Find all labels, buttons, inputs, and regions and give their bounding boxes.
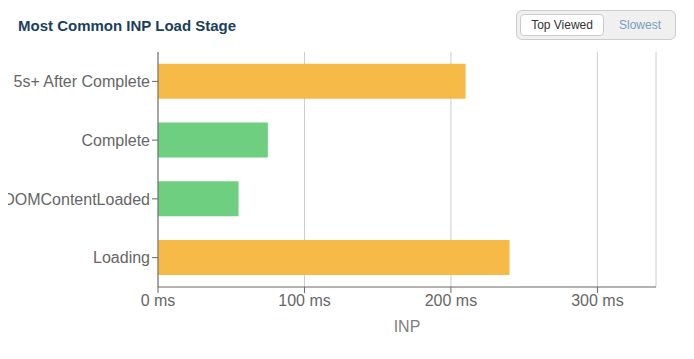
svg-text:0 ms: 0 ms — [141, 292, 176, 309]
svg-text:Complete: Complete — [82, 132, 151, 149]
svg-text:200 ms: 200 ms — [425, 292, 477, 309]
html-text:Most Common INP Load Stage: Most Common INP Load Stage — [18, 16, 237, 34]
svg-text:300 ms: 300 ms — [571, 292, 623, 309]
svg-text:INP: INP — [394, 318, 421, 335]
svg-text:100 ms: 100 ms — [278, 292, 330, 309]
svg-text:Loading: Loading — [93, 249, 150, 266]
svg-text:5s+ After Complete: 5s+ After Complete — [13, 73, 150, 90]
svg-text:DOMContentLoaded: DOMContentLoaded — [8, 191, 150, 208]
html-text:Slowest: Slowest — [619, 18, 661, 32]
html-text:Top Viewed: Top Viewed — [531, 18, 593, 32]
